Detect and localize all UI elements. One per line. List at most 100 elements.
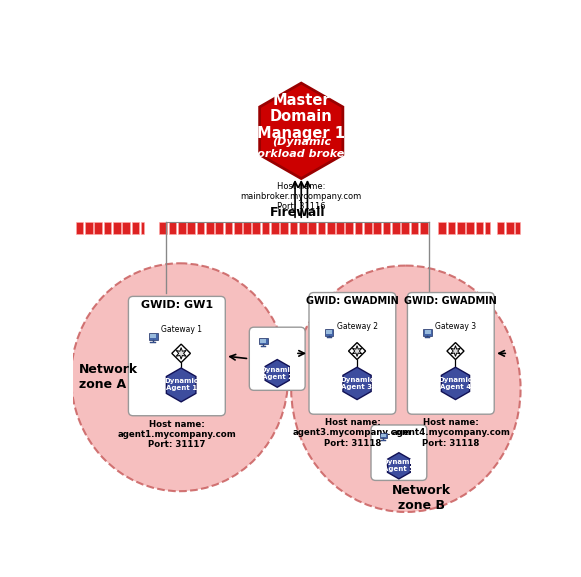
FancyBboxPatch shape [411,222,418,234]
FancyBboxPatch shape [280,222,288,234]
FancyBboxPatch shape [424,329,432,336]
FancyBboxPatch shape [153,340,154,342]
FancyBboxPatch shape [497,222,504,234]
FancyBboxPatch shape [206,222,214,234]
FancyBboxPatch shape [103,222,112,234]
FancyBboxPatch shape [401,222,409,234]
Polygon shape [172,344,191,362]
Polygon shape [352,346,362,357]
FancyBboxPatch shape [261,346,266,347]
FancyBboxPatch shape [327,337,332,338]
FancyBboxPatch shape [187,222,195,234]
FancyBboxPatch shape [168,222,177,234]
FancyBboxPatch shape [379,433,388,439]
FancyBboxPatch shape [113,222,121,234]
Ellipse shape [291,265,521,512]
FancyBboxPatch shape [215,222,223,234]
FancyBboxPatch shape [371,425,427,481]
Text: Dynamic
Agent 3: Dynamic Agent 3 [340,377,374,390]
Text: Dynamic
Agent 4: Dynamic Agent 4 [439,377,472,390]
FancyBboxPatch shape [506,222,514,234]
Polygon shape [442,367,469,399]
FancyBboxPatch shape [392,222,400,234]
FancyBboxPatch shape [289,222,297,234]
FancyBboxPatch shape [224,222,232,234]
FancyBboxPatch shape [309,293,396,414]
Polygon shape [349,343,365,359]
FancyBboxPatch shape [249,327,305,390]
Text: (Dynamic
workload broker): (Dynamic workload broker) [248,137,355,159]
FancyBboxPatch shape [457,222,465,234]
Text: Network
zone B: Network zone B [392,484,451,512]
Text: Dynamic
Agent 2: Dynamic Agent 2 [260,367,294,380]
Text: GWID: GWADMIN: GWID: GWADMIN [306,296,399,306]
FancyBboxPatch shape [263,344,264,346]
FancyBboxPatch shape [178,222,186,234]
FancyBboxPatch shape [476,222,483,234]
FancyBboxPatch shape [381,434,386,437]
Ellipse shape [71,263,288,491]
Polygon shape [447,343,464,359]
FancyBboxPatch shape [327,222,335,234]
FancyBboxPatch shape [131,222,139,234]
Text: Dynamic
Agent 5: Dynamic Agent 5 [382,459,416,473]
Text: GWID: GWADMIN: GWID: GWADMIN [404,296,497,306]
FancyBboxPatch shape [150,334,156,338]
FancyBboxPatch shape [325,329,333,336]
FancyBboxPatch shape [328,336,330,337]
FancyBboxPatch shape [467,222,474,234]
Text: Firewall: Firewall [270,205,325,219]
Polygon shape [343,367,371,399]
Text: Host name:
mainbroker.mycompany.com
Port: 31116: Host name: mainbroker.mycompany.com Port… [241,182,362,211]
Text: Host name:
agent1.mycompany.com
Port: 31117: Host name: agent1.mycompany.com Port: 31… [117,419,236,449]
FancyBboxPatch shape [243,222,251,234]
FancyBboxPatch shape [85,222,93,234]
FancyBboxPatch shape [94,222,102,234]
FancyBboxPatch shape [425,330,431,334]
FancyBboxPatch shape [439,222,446,234]
FancyBboxPatch shape [336,222,344,234]
FancyBboxPatch shape [427,336,428,337]
Text: Gateway 1: Gateway 1 [160,325,202,334]
FancyBboxPatch shape [122,222,130,234]
Polygon shape [166,368,196,402]
FancyBboxPatch shape [318,222,325,234]
FancyBboxPatch shape [141,222,144,234]
FancyBboxPatch shape [234,222,242,234]
FancyBboxPatch shape [364,222,372,234]
Text: Host name:
agent4.mycompany.com
Port: 31118: Host name: agent4.mycompany.com Port: 31… [392,418,510,448]
FancyBboxPatch shape [383,222,390,234]
FancyBboxPatch shape [346,222,353,234]
FancyBboxPatch shape [299,222,307,234]
FancyBboxPatch shape [407,293,494,414]
Text: GWID: GW1: GWID: GW1 [141,300,213,310]
Text: Host name:
agent3.mycompany.com
Port: 31118: Host name: agent3.mycompany.com Port: 31… [293,418,412,448]
Text: Gateway 3: Gateway 3 [435,322,476,331]
FancyBboxPatch shape [355,222,363,234]
FancyBboxPatch shape [420,222,428,234]
FancyBboxPatch shape [260,339,266,343]
FancyBboxPatch shape [374,222,381,234]
Text: Master
Domain
Manager 1: Master Domain Manager 1 [257,93,345,141]
Polygon shape [176,347,186,359]
Polygon shape [451,346,460,357]
FancyBboxPatch shape [128,297,225,416]
FancyBboxPatch shape [261,222,270,234]
FancyBboxPatch shape [448,222,456,234]
FancyBboxPatch shape [259,338,267,344]
FancyBboxPatch shape [485,222,490,234]
FancyBboxPatch shape [159,222,167,234]
FancyBboxPatch shape [76,222,84,234]
Polygon shape [388,453,410,479]
Text: Gateway 2: Gateway 2 [336,322,378,331]
Polygon shape [260,83,343,178]
FancyBboxPatch shape [326,330,332,334]
FancyBboxPatch shape [149,333,158,340]
Text: Dynamic
Agent 1: Dynamic Agent 1 [164,379,198,391]
FancyBboxPatch shape [383,439,384,440]
FancyBboxPatch shape [425,337,430,338]
Text: Network
zone A: Network zone A [79,364,138,391]
FancyBboxPatch shape [196,222,205,234]
FancyBboxPatch shape [381,440,386,441]
FancyBboxPatch shape [271,222,279,234]
